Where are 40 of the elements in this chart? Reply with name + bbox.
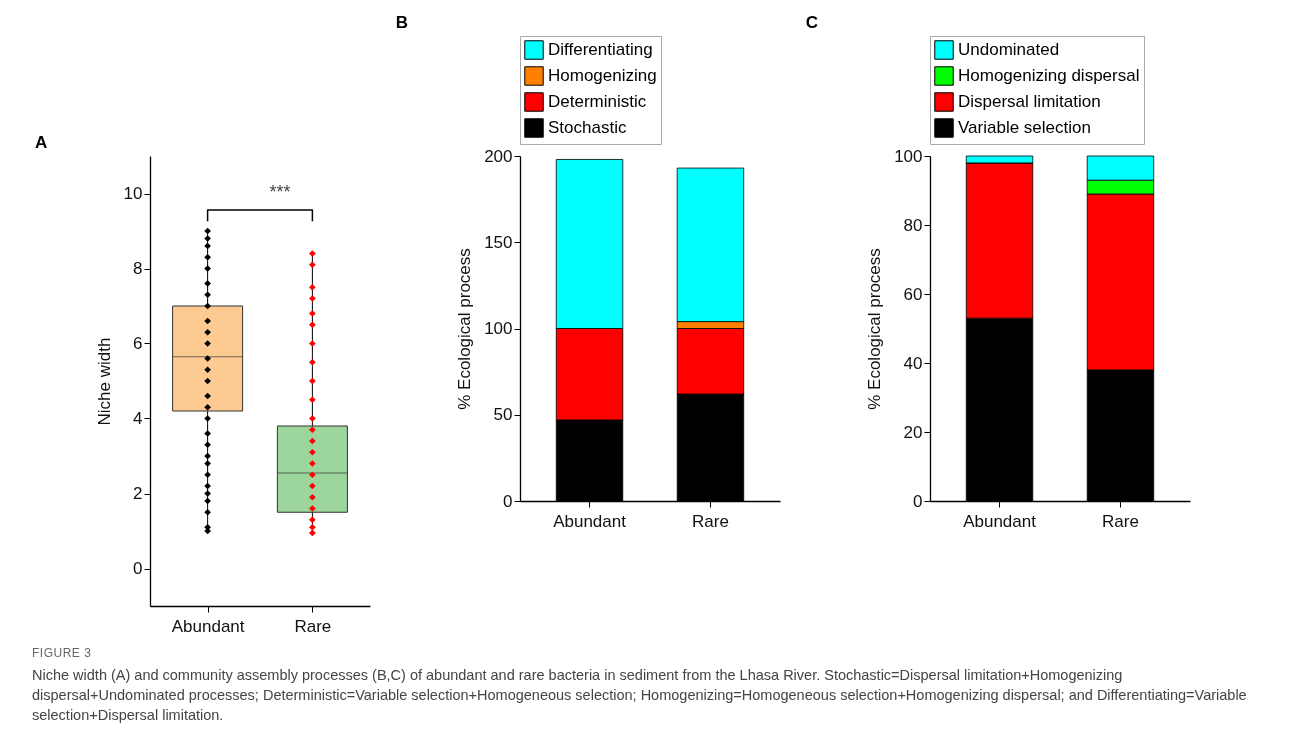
x-tick-label: Rare	[294, 616, 332, 636]
y-tick-label: 6	[133, 334, 143, 353]
y-tick-label: 40	[903, 353, 923, 373]
x-tick-label: Rare	[692, 511, 729, 531]
y-tick-label: 0	[913, 491, 923, 511]
caption: FIGURE 3	[32, 645, 93, 662]
y-axis-title: % Ecological process	[865, 248, 885, 410]
annotation: ***	[269, 182, 291, 202]
chart-title: A	[35, 133, 48, 152]
y-tick-label: 0	[503, 491, 513, 511]
chart-title: C	[805, 12, 818, 32]
y-tick-label: 0	[133, 559, 143, 578]
x-tick-label: Abundant	[171, 616, 245, 636]
legend-label: Undominated	[958, 40, 1060, 59]
legend-label: Deterministic	[548, 92, 647, 111]
y-tick-label: 20	[903, 422, 923, 442]
legend-label: Homogenizing	[548, 66, 657, 85]
legend-label: Stochastic	[548, 118, 627, 137]
y-tick-label: 60	[903, 284, 923, 304]
legend-label: Homogenizing dispersal	[958, 66, 1140, 85]
chart-title: B	[395, 12, 408, 32]
x-tick-label: Abundant	[963, 511, 1037, 531]
y-tick-label: 4	[133, 409, 143, 428]
legend-label: Dispersal limitation	[958, 92, 1101, 111]
x-tick-label: Abundant	[553, 511, 627, 531]
y-tick-label: 100	[484, 319, 513, 338]
y-axis-title: Niche width	[94, 337, 114, 426]
y-tick-label: 50	[493, 405, 513, 425]
text: Niche width (A) and community assembly processes (B,C) of abundant and rare bacteria in sediment from the Lhasa River. Stochastic=Dispersal limitation+Homogenizing dispersal+Undominated processes; Deterministic=Variable selection+Homogeneous selection; Homogenizing=Homogeneous selection+Homogenizing dispersal; and Differentiating=Variable selection+Dispersal limitation.	[32, 666, 1248, 725]
y-tick-label: 2	[133, 484, 143, 503]
y-tick-label: 8	[133, 259, 143, 278]
y-tick-label: 150	[484, 232, 513, 252]
x-tick-label: Rare	[1102, 511, 1139, 531]
y-axis-title: % Ecological process	[455, 248, 475, 410]
legend-label: Differentiating	[548, 40, 653, 59]
legend-label: Variable selection	[958, 118, 1091, 137]
y-tick-label: 80	[903, 215, 923, 235]
y-tick-label: 100	[894, 146, 923, 166]
y-tick-label: 200	[484, 146, 513, 166]
y-tick-label: 10	[123, 184, 143, 203]
